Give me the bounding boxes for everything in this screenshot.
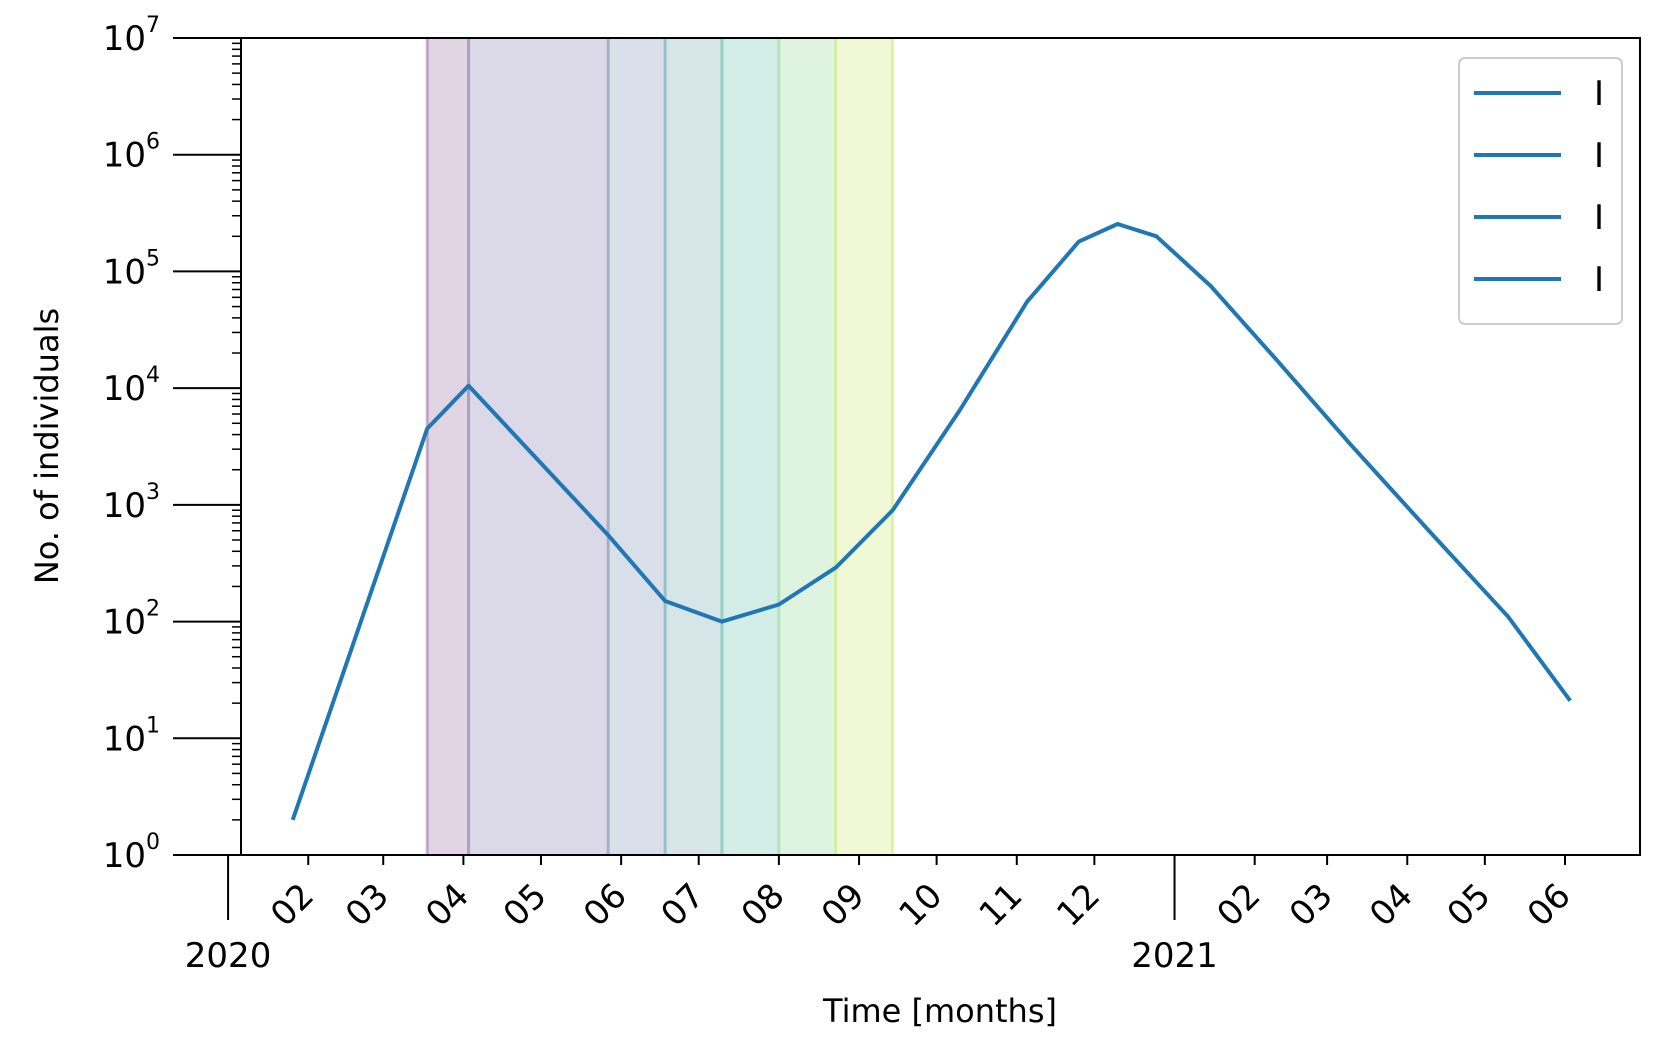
y-tick-label: 103 (103, 480, 160, 526)
series-layer (290, 222, 1572, 821)
y-tick-label: 102 (103, 597, 160, 643)
shaded-period-5 (721, 38, 779, 855)
shaded-period-2 (468, 38, 609, 855)
shaded-period-6 (778, 38, 836, 855)
legend-label: I (1594, 260, 1604, 300)
legend-box (1458, 57, 1623, 325)
shaded-period-3 (608, 38, 666, 855)
y-tick-label: 106 (103, 130, 160, 176)
y-tick-label: 101 (103, 713, 160, 759)
x-year-label: 2020 (185, 936, 272, 976)
shaded-periods (425, 38, 895, 855)
y-tick-label: 107 (103, 13, 160, 59)
legend-label: I (1594, 198, 1604, 238)
y-axis-label: No. of individuals (28, 308, 66, 584)
plot-frame (240, 37, 1641, 856)
y-axis: 100 101 102 103 104 105 106 107 (103, 13, 241, 876)
series-line-i (290, 222, 1572, 821)
shaded-period-7 (835, 38, 893, 855)
y-tick-label: 100 (103, 830, 160, 876)
x-year-label: 2021 (1131, 936, 1218, 976)
legend-label: I (1594, 136, 1604, 176)
shaded-period-4 (665, 38, 722, 855)
legend-label: I (1594, 74, 1604, 114)
y-tick-label: 105 (103, 246, 160, 292)
y-tick-label: 104 (103, 363, 160, 409)
shaded-period-1 (427, 38, 469, 855)
x-axis-label: Time [months] (822, 992, 1057, 1030)
